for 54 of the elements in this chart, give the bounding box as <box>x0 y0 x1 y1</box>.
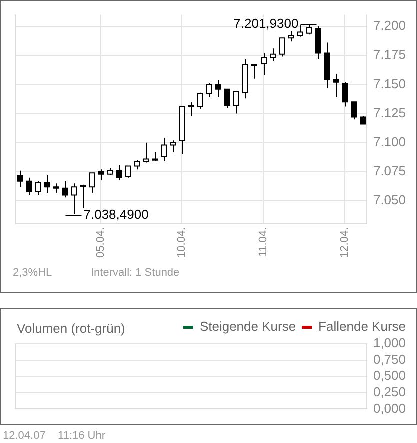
candlestick <box>224 88 230 108</box>
y-tick-label: 0,750 <box>373 352 406 367</box>
legend-label: Fallende Kurse <box>318 319 406 334</box>
candlestick <box>134 160 140 170</box>
candlestick <box>234 91 240 114</box>
x-tick-label: 10.04. <box>176 227 188 258</box>
candlestick <box>334 74 340 98</box>
candlestick <box>36 180 42 196</box>
candlestick <box>252 64 258 80</box>
candlestick <box>144 142 150 164</box>
y-tick-label: 7.075 <box>373 164 406 179</box>
chart-title: Volumen (rot-grün) <box>17 321 126 336</box>
x-tick-label: 05.04. <box>94 227 107 258</box>
candlestick <box>90 172 96 194</box>
text: 12.04.07 11:16 Uhr <box>3 430 106 442</box>
candlestick <box>270 48 276 62</box>
candlestick <box>198 92 204 110</box>
candlestick <box>188 102 194 117</box>
y-tick-label: 7.175 <box>373 47 406 62</box>
candlestick <box>352 102 358 120</box>
candlestick <box>280 38 286 58</box>
candlestick <box>62 180 68 198</box>
y-tick-label: 0,250 <box>373 384 406 400</box>
y-tick-label: 7.050 <box>373 192 406 208</box>
y-tick-label: 7.200 <box>373 18 406 34</box>
candlestick <box>126 166 132 178</box>
candlestick <box>152 152 158 162</box>
candlestick <box>288 30 294 42</box>
y-tick-label: 7.125 <box>373 105 406 120</box>
candlestick <box>206 83 212 98</box>
candlestick <box>262 52 268 76</box>
x-tick-label: 12.04. <box>338 227 351 258</box>
candlestick <box>98 169 104 181</box>
x-tick-label: 11.04. <box>258 227 270 258</box>
text: Intervall: 1 Stunde <box>91 267 180 279</box>
candlestick <box>26 177 32 196</box>
candlestick <box>80 184 86 209</box>
candlestick <box>18 170 24 188</box>
annotation: 7.038,4900 <box>84 207 149 222</box>
y-tick-label: 7.150 <box>373 76 406 92</box>
candlestick <box>116 164 122 181</box>
candlestick <box>342 82 348 108</box>
y-tick-label: 0,000 <box>373 400 406 416</box>
y-tick-label: 0,500 <box>373 368 406 384</box>
candlestick <box>162 138 168 162</box>
legend-label: Steigende Kurse <box>200 319 296 334</box>
y-tick-label: 1,000 <box>373 336 406 351</box>
candlestick <box>216 80 222 98</box>
annotation: 7.201,9300 <box>234 16 299 32</box>
candlestick <box>44 175 50 194</box>
text: 2,3%HL <box>13 267 52 279</box>
candlestick <box>54 183 60 194</box>
y-tick-label: 7.100 <box>373 134 406 150</box>
candlestick <box>170 140 176 153</box>
